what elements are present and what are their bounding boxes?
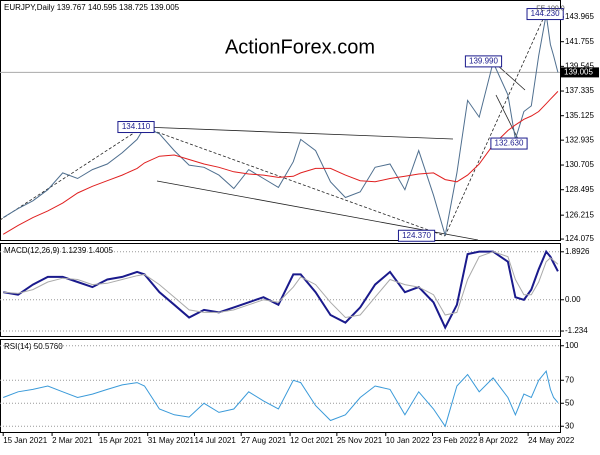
annotation-label: 124.370 (402, 231, 431, 240)
annotation-label: 139.990 (469, 57, 498, 66)
annotation-label: 144.230 (531, 9, 560, 18)
trendline (142, 126, 454, 140)
trendline (142, 126, 446, 237)
y-tick-label: -1.234 (565, 326, 588, 335)
annotation-label: FE 100.0 (536, 6, 565, 13)
y-tick-label: 128.495 (565, 185, 594, 194)
y-tick-label: 124.075 (565, 234, 594, 243)
watermark: ActionForex.com (225, 36, 375, 58)
x-tick-label: 10 Jan 2022 (386, 436, 431, 445)
price-panel (0, 0, 561, 241)
y-tick-label: 1.8926 (565, 247, 590, 256)
x-tick-label: 23 Feb 2022 (432, 436, 477, 445)
x-tick-label: 31 May 2021 (148, 436, 195, 445)
annotation-box (526, 8, 564, 21)
x-tick-label: 25 Nov 2021 (337, 436, 383, 445)
annotation-label: 134.110 (122, 122, 151, 131)
x-tick-label: 24 May 2022 (528, 436, 575, 445)
rsi-title: RSI(14) 50.5760 (4, 342, 63, 351)
trendline (0, 126, 144, 221)
annotation-box (397, 229, 436, 242)
y-tick-label: 132.935 (565, 135, 594, 144)
trendline (495, 63, 526, 91)
y-tick-label: 137.335 (565, 86, 594, 95)
y-tick-label: 30 (565, 421, 574, 430)
y-tick-label: 143.965 (565, 12, 594, 21)
macd-panel (0, 243, 561, 337)
y-tick-label: 100 (565, 341, 579, 350)
rsi-panel (0, 339, 561, 433)
macd-title: MACD(12,26,9) 1.1239 1.4005 (4, 246, 114, 255)
annotation-label: 132.630 (495, 139, 524, 148)
annotation-box (464, 55, 503, 68)
x-tick-label: 8 Apr 2022 (479, 436, 518, 445)
series-line (3, 249, 559, 330)
x-tick-label: 27 Aug 2021 (241, 436, 286, 445)
annotation-box (117, 121, 155, 134)
y-tick-label: 50 (565, 398, 574, 407)
price-title: EURJPY,Daily 139.767 140.595 138.725 139… (4, 3, 180, 12)
x-tick-label: 12 Oct 2021 (290, 436, 334, 445)
x-tick-label: 2 Mar 2021 (52, 436, 93, 445)
trendline (444, 7, 549, 237)
y-tick-label: 139.545 (565, 61, 594, 70)
y-tick-label: 0.00 (565, 295, 581, 304)
y-tick-label: 135.125 (565, 111, 594, 120)
y-tick-label: 70 (565, 375, 574, 384)
trendline (495, 94, 522, 146)
y-tick-label: 130.705 (565, 160, 594, 169)
current-price-box (561, 67, 599, 78)
current-price-label: 139.005 (564, 67, 593, 76)
x-tick-label: 15 Apr 2021 (99, 436, 143, 445)
series-line (2, 14, 559, 236)
x-tick-label: 14 Jul 2021 (194, 436, 236, 445)
series-line (2, 91, 559, 235)
y-tick-label: 141.755 (565, 37, 594, 46)
series-line (3, 369, 559, 428)
x-tick-label: 15 Jan 2021 (3, 436, 48, 445)
annotation-box (490, 137, 528, 150)
y-tick-label: 126.215 (565, 210, 594, 219)
series-line (3, 251, 559, 319)
